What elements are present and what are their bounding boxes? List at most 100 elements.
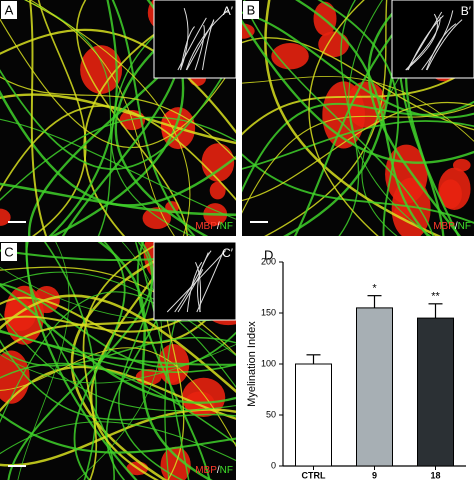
- nf-fiber: [73, 242, 126, 480]
- y-tick-label: 150: [261, 307, 276, 317]
- inset-label: B′: [461, 4, 472, 18]
- bar: [295, 363, 332, 467]
- mbp-cell: [142, 207, 172, 230]
- nf-fiber: [338, 0, 360, 236]
- inset-fiber: [186, 261, 203, 313]
- mbp-cell: [439, 179, 462, 209]
- nf-fiber: [0, 347, 236, 448]
- nf-fiber: [0, 339, 236, 421]
- nf-fiber: [70, 242, 196, 480]
- nf-fiber: [242, 37, 474, 131]
- inset-fiber: [185, 9, 230, 71]
- significance: *: [372, 283, 377, 295]
- nf-fiber: [0, 412, 236, 454]
- nf-fiber: [17, 242, 70, 480]
- inset-label: A′: [223, 4, 234, 18]
- stain-green: NF: [220, 221, 233, 232]
- nf-fiber: [0, 18, 236, 149]
- nf-fiber: [0, 291, 236, 424]
- inset-fiber: [194, 24, 205, 71]
- nf-fiber: [308, 0, 379, 236]
- mbp-cell: [80, 45, 123, 94]
- mbp-cell: [0, 208, 11, 226]
- y-axis-label: Myelination Index: [246, 321, 258, 407]
- nf-fiber: [242, 100, 474, 193]
- panel-label: B: [247, 2, 256, 17]
- nf-fiber: [0, 329, 236, 366]
- nf-fiber: [0, 408, 236, 467]
- inset-fiber: [180, 26, 195, 71]
- nf-fiber: [242, 101, 474, 202]
- micrograph: [0, 242, 236, 480]
- stain-sep: /: [217, 465, 220, 476]
- nf-fiber: [0, 421, 236, 462]
- mbp-cell: [4, 298, 36, 332]
- nf-fiber: [0, 266, 236, 356]
- stain-red: MBP: [195, 221, 217, 232]
- panel-label: A: [5, 2, 14, 17]
- stain-red: MBP: [195, 465, 217, 476]
- nf-fiber: [134, 242, 190, 480]
- bar: [356, 307, 393, 467]
- nf-fiber: [0, 266, 236, 322]
- nf-fiber: [0, 365, 236, 420]
- mbp-cell: [452, 158, 471, 172]
- significance: **: [431, 291, 440, 303]
- micrograph: [242, 0, 474, 236]
- x-tick-label: 9: [372, 470, 377, 480]
- nf-fiber: [31, 0, 87, 236]
- x-tick-label: 18: [430, 470, 440, 480]
- inset-fiber: [425, 23, 457, 71]
- panel-label-box: [1, 243, 17, 261]
- nf-fiber: [136, 242, 211, 480]
- inset-fiber: [180, 7, 189, 71]
- y-tick-label: 0: [271, 460, 276, 470]
- stain-label: MBP/NF: [433, 221, 471, 232]
- inset-fiber: [195, 262, 202, 313]
- micrograph: [0, 0, 236, 236]
- mbp-cell: [0, 350, 30, 404]
- inset-fiber: [186, 20, 215, 71]
- inset-fiber: [177, 269, 204, 313]
- nf-fiber: [348, 0, 432, 236]
- nf-fiber: [82, 242, 164, 480]
- inset-fiber: [405, 17, 441, 71]
- inset-fiber: [421, 10, 454, 71]
- mbp-cell: [271, 42, 309, 70]
- panel-label-box: [243, 1, 259, 19]
- inset-fiber: [426, 19, 463, 71]
- stain-label: MBP/NF: [195, 465, 233, 476]
- stain-red: MBP: [433, 221, 455, 232]
- panel-label: C: [4, 244, 13, 259]
- stain-sep: /: [455, 221, 458, 232]
- nf-fiber: [294, 0, 430, 236]
- nf-fiber: [24, 0, 191, 236]
- nf-fiber: [0, 105, 236, 201]
- nf-fiber: [29, 0, 176, 236]
- inset-fiber: [405, 13, 438, 71]
- bar: [417, 317, 454, 467]
- inset-label: C′: [222, 246, 234, 260]
- y-tick-label: 50: [266, 409, 276, 419]
- y-tick-label: 100: [261, 358, 276, 368]
- nf-fiber: [0, 52, 236, 170]
- panel-label-box: [1, 1, 17, 19]
- nf-fiber: [76, 242, 163, 480]
- nf-fiber: [0, 182, 236, 217]
- stain-green: NF: [220, 465, 233, 476]
- nf-fiber: [0, 76, 236, 161]
- nf-fiber: [243, 0, 434, 236]
- nf-fiber: [29, 0, 48, 236]
- nf-fiber: [0, 283, 236, 404]
- nf-fiber: [0, 343, 236, 384]
- nf-fiber: [367, 0, 462, 236]
- stain-label: MBP/NF: [195, 221, 233, 232]
- nf-fiber: [0, 28, 236, 135]
- stain-green: NF: [458, 221, 471, 232]
- nf-fiber: [242, 19, 474, 164]
- nf-fiber: [48, 0, 118, 236]
- inset-fiber: [406, 11, 443, 71]
- inset-fiber: [177, 17, 207, 71]
- stain-sep: /: [217, 221, 220, 232]
